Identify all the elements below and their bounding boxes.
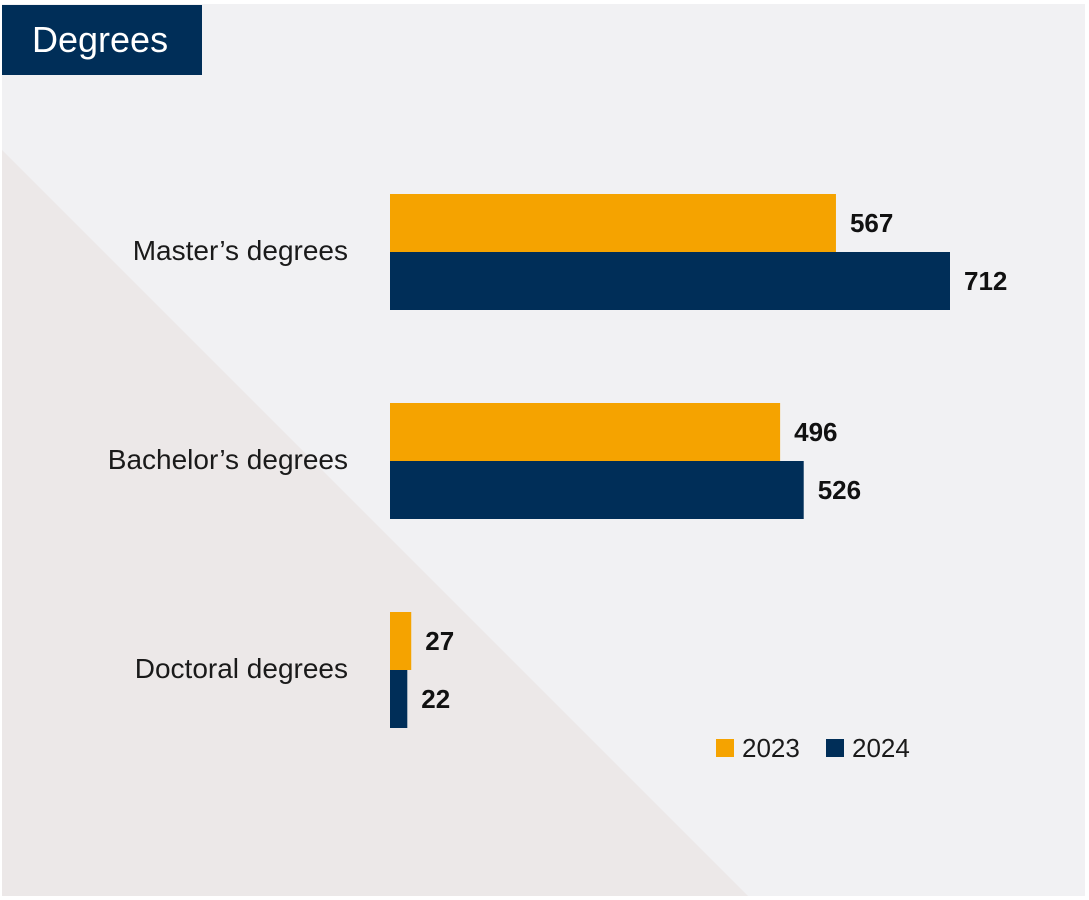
legend-swatch-2024 [826,739,844,757]
bar-2024 [390,670,408,728]
category-label: Doctoral degrees [135,653,348,684]
category-label: Master’s degrees [133,235,348,266]
data-label: 27 [425,626,454,656]
chart-canvas: Master’s degrees 567 712 Bachelor’s degrees… [2,4,1085,896]
bar-2023 [390,612,412,670]
data-label: 712 [964,266,1007,296]
data-label: 526 [818,475,861,505]
bar-2024 [390,461,804,519]
bar-2023 [390,194,836,252]
bar-2024 [390,252,950,310]
legend-swatch-2023 [716,739,734,757]
data-label: 496 [794,417,837,447]
diagonal-shade [2,150,748,896]
bar-chart: Master’s degrees 567 712 Bachelor’s degrees… [108,194,1007,763]
bar-2023 [390,403,781,461]
category-label: Bachelor’s degrees [108,444,348,475]
data-label: 567 [850,208,893,238]
legend-label-2023: 2023 [742,733,800,763]
legend-label-2024: 2024 [852,733,910,763]
diagonal-background-shape [2,150,748,896]
data-label: 22 [421,684,450,714]
chart-title: Degrees [2,5,202,75]
